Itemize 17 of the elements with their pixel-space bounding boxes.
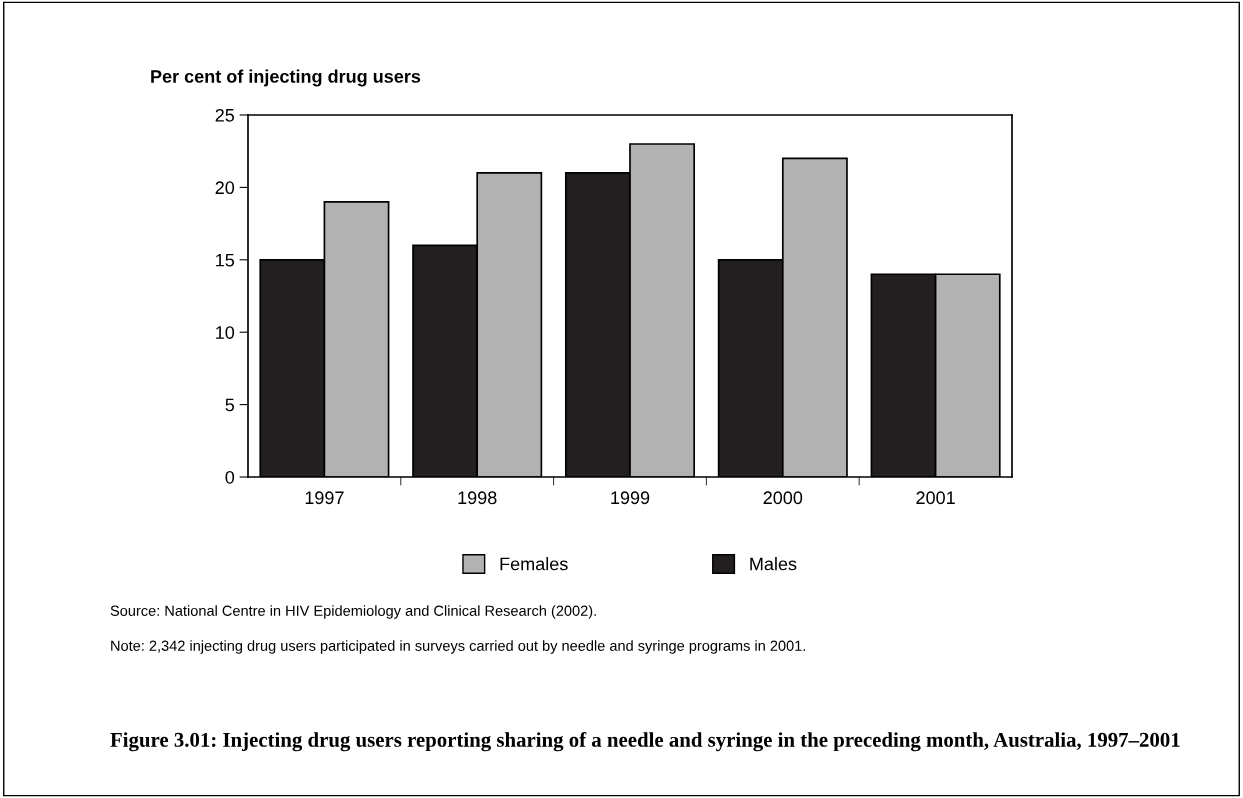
legend-label: Females bbox=[500, 557, 568, 571]
y-tick-label: 20 bbox=[215, 181, 235, 195]
x-tick-label: 1998 bbox=[458, 491, 497, 505]
y-axis-title: Per cent of injecting drug users bbox=[151, 69, 421, 87]
y-tick-label: 5 bbox=[225, 398, 235, 412]
text: Note: 2,342 injecting drug users participated in surveys carried out by needle and syringe programs in 2001. bbox=[111, 640, 806, 654]
x-tick-label: 2000 bbox=[763, 491, 803, 505]
y-tick-label: 15 bbox=[216, 253, 235, 267]
x-tick-label: 1997 bbox=[305, 491, 344, 505]
y-tick-label: 0 bbox=[225, 470, 235, 484]
y-tick-label: 10 bbox=[216, 326, 235, 339]
legend-label: Males bbox=[750, 557, 797, 571]
text: Figure 3.01: Injecting drug users reporting sharing of a needle and syringe in the preceding month, Australia, 1997–2001 bbox=[110, 732, 1180, 752]
x-tick-label: 2001 bbox=[916, 491, 955, 505]
x-tick-label: 1999 bbox=[611, 491, 650, 505]
source-note: Source: National Centre in HIV Epidemiology and Clinical Research (2002). bbox=[110, 605, 596, 619]
y-tick-label: 25 bbox=[215, 108, 235, 122]
